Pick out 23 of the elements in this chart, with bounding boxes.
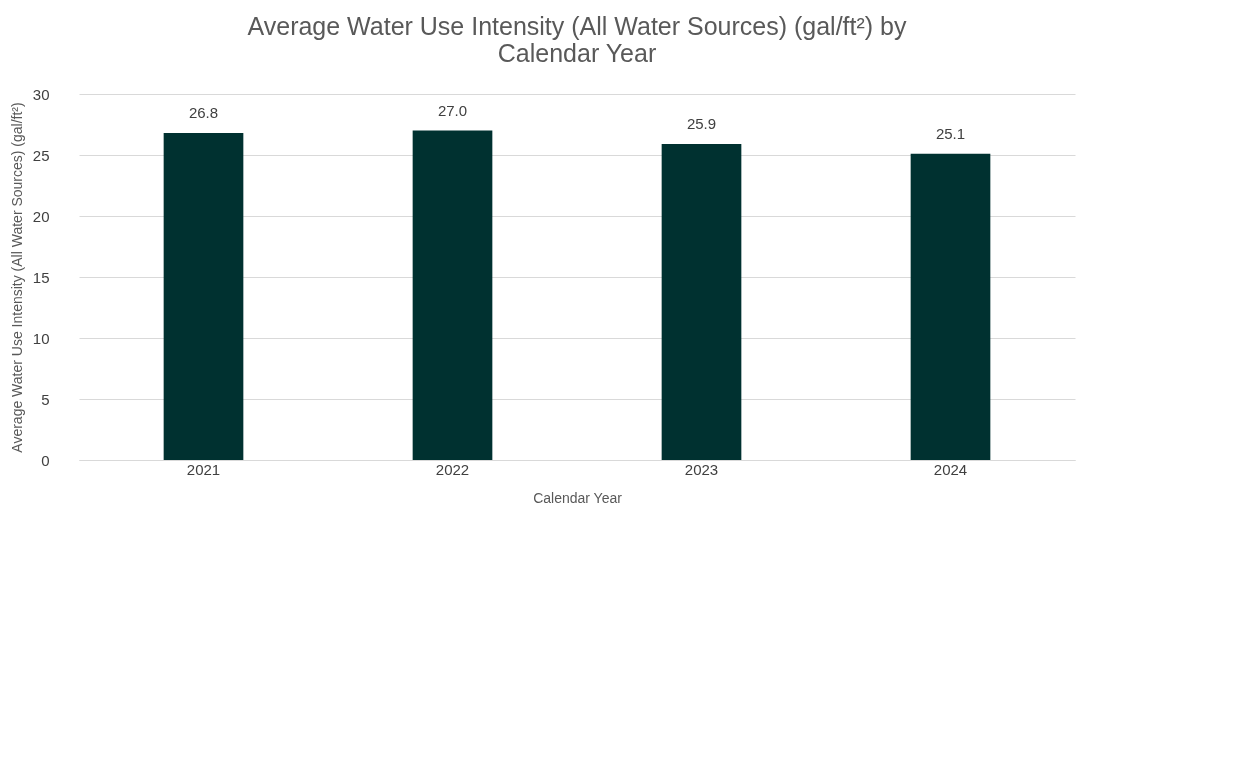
x-tick-label: 2023 (684, 460, 719, 478)
x-tick-label: 2022 (435, 460, 470, 478)
bar (910, 153, 991, 460)
data-label: 25.1 (935, 124, 966, 142)
y-tick-label: 10 (32, 329, 50, 347)
y-tick-label: 5 (41, 390, 50, 408)
x-tick-label: 2021 (186, 460, 221, 478)
y-tick-label: 15 (32, 268, 50, 286)
x-tick-label: 2024 (933, 460, 968, 478)
data-label: 27.0 (437, 101, 468, 119)
bar (163, 133, 244, 460)
y-tick-label: 0 (41, 451, 50, 469)
text: Calendar Year (497, 39, 657, 67)
y-tick-label: 20 (32, 207, 50, 225)
bar (661, 144, 742, 460)
x-axis-title: Calendar Year (533, 489, 623, 506)
y-tick-label: 25 (32, 146, 50, 164)
data-label: 25.9 (686, 115, 717, 133)
data-label: 26.8 (188, 104, 219, 122)
bar (412, 130, 493, 460)
y-axis-title: Average Water Use Intensity (All Water Sources) (gal/ft²) (8, 102, 25, 453)
y-tick-label: 30 (32, 85, 50, 103)
text: Average Water Use Intensity (All Water Sources) (gal/ft²) by (247, 12, 907, 40)
